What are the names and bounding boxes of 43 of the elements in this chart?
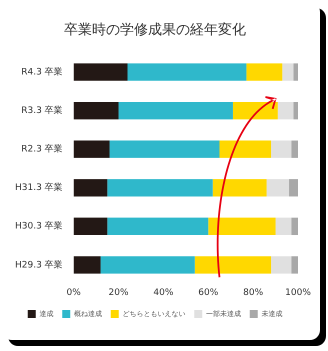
bar (294, 102, 298, 120)
bar (246, 63, 282, 81)
y-tick-label: R4.3 卒業 (21, 66, 63, 78)
bar (232, 102, 278, 120)
y-tick-label: R3.3 卒業 (21, 104, 63, 116)
x-tick-label: 0% (66, 288, 82, 298)
bar (266, 179, 290, 196)
bar (107, 179, 213, 196)
bar (74, 218, 108, 236)
x-tick-label: 40% (153, 288, 174, 298)
bar (271, 140, 292, 158)
bar (276, 218, 292, 236)
bar (212, 179, 267, 196)
bar (219, 140, 272, 158)
bar (289, 179, 298, 196)
bar (74, 140, 110, 158)
bar (100, 256, 195, 274)
y-tick-label: H30.3 卒業 (14, 220, 63, 232)
bar (128, 63, 246, 81)
x-tick-label: 100% (285, 288, 312, 298)
y-tick-label: R2.3 卒業 (21, 144, 63, 155)
bar (291, 256, 298, 274)
bar (110, 140, 220, 158)
bar (294, 63, 298, 81)
bar (282, 63, 294, 81)
chart-title: 卒業時の学修成果の経年変化 (64, 22, 246, 38)
bar (291, 140, 298, 158)
bar (107, 218, 208, 236)
bar (291, 218, 298, 236)
y-tick-label: H29.3 卒業 (14, 259, 63, 270)
x-tick-label: 60% (198, 288, 219, 298)
y-tick-label: H31.3 卒業 (14, 182, 63, 194)
x-tick-label: 20% (108, 288, 129, 298)
bar (74, 256, 101, 274)
bar (194, 256, 272, 274)
bar (278, 102, 294, 120)
bar (74, 179, 108, 196)
bar (74, 63, 128, 81)
bar (74, 102, 119, 120)
bar (208, 218, 276, 236)
bar (271, 256, 292, 274)
bar (118, 102, 233, 120)
x-tick-label: 80% (243, 288, 264, 298)
